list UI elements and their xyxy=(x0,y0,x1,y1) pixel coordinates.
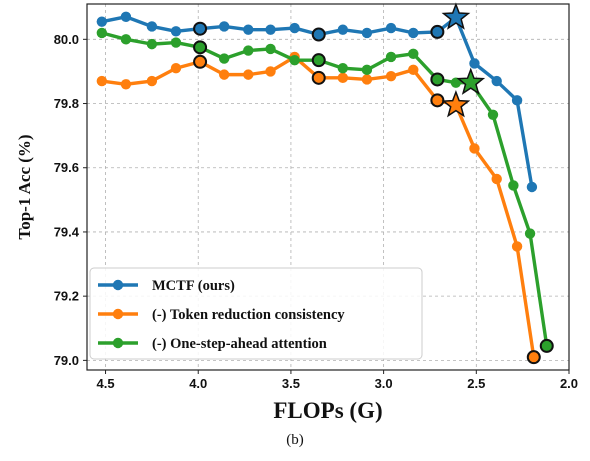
data-point xyxy=(337,72,349,84)
series-1 xyxy=(96,2,538,193)
data-point xyxy=(361,27,373,39)
legend-swatch-marker xyxy=(112,279,124,291)
star-marker xyxy=(441,90,471,118)
data-point xyxy=(511,241,523,252)
figure-caption: (b) xyxy=(286,432,304,448)
data-point xyxy=(96,16,108,27)
star-marker xyxy=(441,2,471,30)
x-tick-label: 2.0 xyxy=(560,376,578,391)
highlighted-point xyxy=(526,350,541,365)
data-point xyxy=(289,54,300,66)
data-point xyxy=(265,24,276,35)
tick-labels: 4.5 4.0 3.5 3.0 2.5 2.0 79.0 79.2 79.4 79.6 79.8 80… xyxy=(54,32,578,391)
legend-item: (-) One-step-ahead attention xyxy=(98,336,327,352)
legend-swatch-marker xyxy=(112,308,124,320)
series-layer xyxy=(96,2,554,365)
data-point xyxy=(146,21,158,32)
highlighted-point xyxy=(430,72,445,87)
y-tick-label: 79.2 xyxy=(54,289,79,304)
data-point xyxy=(243,69,254,80)
data-point xyxy=(96,75,108,87)
highlighted-point xyxy=(311,53,326,68)
data-point xyxy=(526,181,538,193)
highlighted-point xyxy=(193,54,208,69)
data-point xyxy=(361,64,373,76)
data-point xyxy=(243,45,254,56)
y-tick-label: 79.0 xyxy=(54,353,79,368)
data-point xyxy=(469,143,480,154)
y-tick-label: 79.8 xyxy=(54,96,79,111)
series-3 xyxy=(96,27,554,353)
data-point xyxy=(218,53,230,64)
data-point xyxy=(170,37,182,48)
y-tick-label: 80.0 xyxy=(54,32,79,47)
series-2 xyxy=(96,51,541,365)
data-point xyxy=(385,51,397,63)
data-point xyxy=(491,75,502,87)
legend-box xyxy=(89,267,423,360)
x-tick-label: 3.0 xyxy=(375,376,393,391)
legend-label: (-) Token reduction consistency xyxy=(152,307,345,323)
highlighted-point xyxy=(193,40,208,55)
highlighted-point xyxy=(539,338,554,353)
x-tick-label: 3.5 xyxy=(282,376,300,391)
data-point xyxy=(408,64,419,76)
y-tick-label: 79.6 xyxy=(54,160,79,175)
data-point xyxy=(508,180,519,191)
legend: MCTF (ours) (-) Token reduction consisten… xyxy=(89,267,423,360)
data-point xyxy=(265,66,276,77)
data-point xyxy=(361,74,373,85)
data-point xyxy=(469,58,480,69)
data-point xyxy=(337,63,349,74)
data-point xyxy=(170,26,182,37)
data-point xyxy=(96,27,108,39)
data-point xyxy=(450,77,462,88)
legend-item: (-) Token reduction consistency xyxy=(98,307,345,323)
data-point xyxy=(120,11,132,23)
highlighted-point xyxy=(311,27,326,42)
data-point xyxy=(170,63,182,74)
data-point xyxy=(243,24,254,35)
data-point xyxy=(337,24,349,35)
data-point xyxy=(408,48,419,59)
data-point xyxy=(146,38,158,50)
data-point xyxy=(487,109,499,120)
y-axis-title: Top-1 Acc (%) xyxy=(15,134,34,239)
data-point xyxy=(146,75,158,87)
data-point xyxy=(385,71,397,82)
x-tick-label: 2.5 xyxy=(467,376,485,391)
x-tick-label: 4.0 xyxy=(189,376,207,391)
data-point xyxy=(218,21,230,32)
x-axis-title: FLOPs (G) xyxy=(273,398,382,423)
data-point xyxy=(524,228,536,239)
legend-label: MCTF (ours) xyxy=(152,278,235,294)
y-tick-label: 79.4 xyxy=(54,224,80,239)
highlighted-point xyxy=(430,93,445,108)
data-point xyxy=(120,34,132,45)
data-point xyxy=(218,69,230,80)
x-tick-label: 4.5 xyxy=(96,376,114,391)
data-point xyxy=(491,173,502,185)
plot-frame xyxy=(86,3,570,371)
star-marker xyxy=(456,67,486,95)
legend-swatch-marker xyxy=(112,337,124,349)
data-point xyxy=(265,43,276,55)
highlighted-point xyxy=(430,24,445,39)
data-point xyxy=(408,27,419,39)
data-point xyxy=(120,79,132,90)
highlighted-point xyxy=(193,21,208,36)
data-point xyxy=(385,22,397,34)
legend-item: MCTF (ours) xyxy=(98,278,235,294)
legend-label: (-) One-step-ahead attention xyxy=(152,336,327,352)
data-point xyxy=(289,22,300,34)
data-point xyxy=(511,95,523,106)
highlighted-point xyxy=(311,70,326,85)
